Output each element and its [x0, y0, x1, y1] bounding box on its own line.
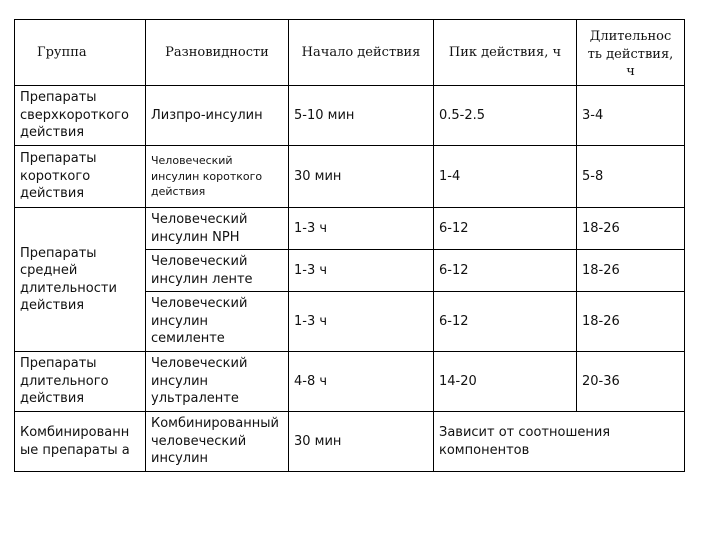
cell-group: Препараты сверхкороткого действия	[14, 85, 146, 146]
cell-kind: Человеческий инсулин NPH	[145, 206, 289, 251]
cell-kind: Человеческий инсулин семиленте	[145, 291, 289, 353]
insulin-table: Группа Разновидности Начало действия Пик…	[14, 19, 685, 473]
cell-duration: 20-36	[576, 351, 685, 413]
cell-kind: Человеческий инсулин короткого действия	[145, 145, 289, 208]
cell-peak: 0.5-2.5	[433, 85, 577, 146]
cell-duration: 18-26	[576, 249, 685, 293]
cell-group: Комбинированн ые препараты а	[14, 411, 146, 473]
header-duration: Длительнос ть действия, ч	[576, 19, 685, 86]
header-kind: Разновидности	[145, 19, 289, 86]
cell-kind: Человеческий инсулин ленте	[145, 249, 289, 293]
cell-onset: 5-10 мин	[288, 85, 434, 146]
table-row: Препараты средней длительности действия …	[14, 206, 685, 353]
cell-onset: 1-3 ч	[288, 249, 434, 293]
cell-group: Препараты средней длительности действия	[14, 206, 146, 353]
cell-kind: Человеческий инсулин ультраленте	[145, 351, 289, 413]
cell-onset: 1-3 ч	[288, 291, 434, 353]
cell-kind: Лизпро-инсулин	[145, 85, 289, 146]
cell-peak-duration: Зависит от соотношения компонентов	[433, 411, 685, 473]
cell-peak: 6-12	[433, 249, 577, 293]
table-row: Препараты сверхкороткого действия Лизпро…	[14, 85, 685, 146]
cell-duration: 5-8	[576, 145, 685, 208]
cell-duration: 18-26	[576, 206, 685, 251]
cell-duration: 3-4	[576, 85, 685, 146]
cell-group: Препараты короткого действия	[14, 145, 146, 208]
cell-group: Препараты длительного действия	[14, 351, 146, 413]
table-row: Человеческий инсулин ленте 1-3 ч 6-12 18…	[15, 249, 685, 293]
cell-duration: 18-26	[576, 291, 685, 353]
cell-peak: 6-12	[433, 206, 577, 251]
cell-peak: 1-4	[433, 145, 577, 208]
table-row: Препараты короткого действия Человечески…	[14, 145, 685, 208]
cell-onset: 4-8 ч	[288, 351, 434, 413]
table-row: Комбинированн ые препараты а Комбинирова…	[14, 411, 685, 473]
header-onset: Начало действия	[288, 19, 434, 86]
cell-onset: 30 мин	[288, 411, 434, 473]
cell-peak: 14-20	[433, 351, 577, 413]
cell-onset: 30 мин	[288, 145, 434, 208]
table-row: Препараты длительного действия Человечес…	[14, 351, 685, 413]
cell-peak: 6-12	[433, 291, 577, 353]
header-row: Группа Разновидности Начало действия Пик…	[14, 19, 685, 86]
header-peak: Пик действия, ч	[433, 19, 577, 86]
cell-onset: 1-3 ч	[288, 206, 434, 251]
table-row: Человеческий инсулин семиленте 1-3 ч 6-1…	[15, 291, 685, 353]
cell-kind: Комбинированный человеческий инсулин	[145, 411, 289, 473]
header-group: Группа	[14, 19, 146, 86]
